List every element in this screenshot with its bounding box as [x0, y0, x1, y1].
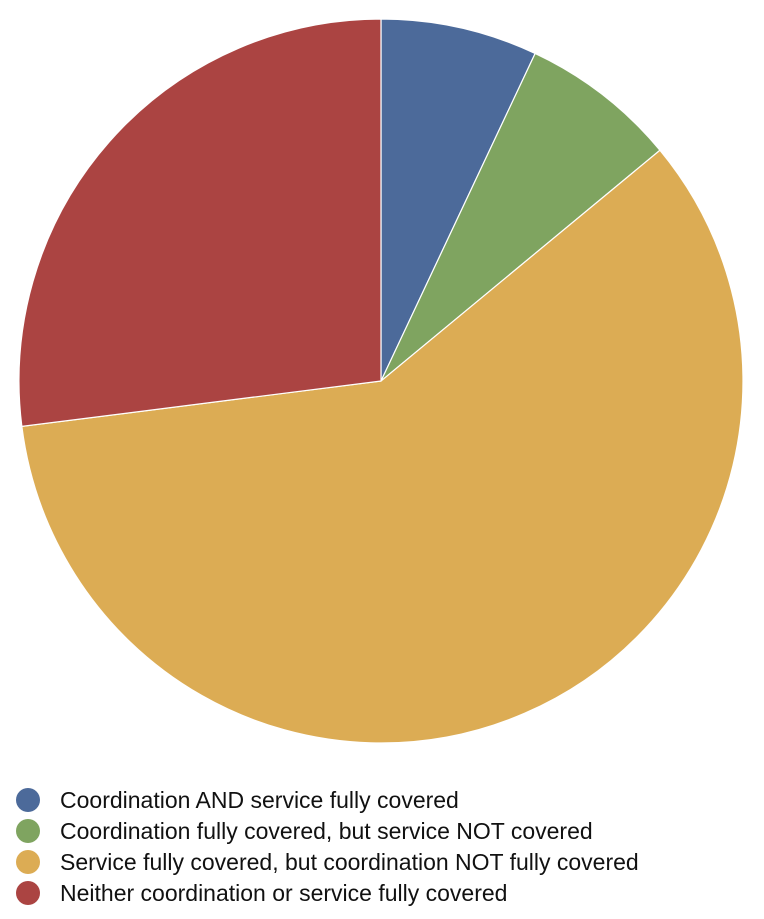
- legend-label-2: Service fully covered, but coordination …: [60, 849, 639, 875]
- legend-item: Coordination fully covered, but service …: [16, 818, 593, 844]
- legend-label-1: Coordination fully covered, but service …: [60, 818, 593, 844]
- pie-slice-2: [21, 149, 744, 744]
- legend-item: Service fully covered, but coordination …: [16, 849, 639, 875]
- legend-marker-2: [16, 850, 40, 874]
- pie-slice-3: [18, 18, 382, 428]
- legend-item: Neither coordination or service fully co…: [16, 880, 507, 906]
- legend-marker-1: [16, 819, 40, 843]
- legend-label-0: Coordination AND service fully covered: [60, 787, 459, 813]
- legend-item: Coordination AND service fully covered: [16, 787, 459, 813]
- legend-label-3: Neither coordination or service fully co…: [60, 880, 507, 906]
- pie-slices: [18, 18, 744, 744]
- legend-marker-0: [16, 788, 40, 812]
- pie-slice-0: [380, 18, 536, 382]
- chart-legend: Coordination AND service fully covered C…: [16, 787, 639, 906]
- legend-marker-3: [16, 881, 40, 905]
- pie-slice-1: [380, 52, 661, 382]
